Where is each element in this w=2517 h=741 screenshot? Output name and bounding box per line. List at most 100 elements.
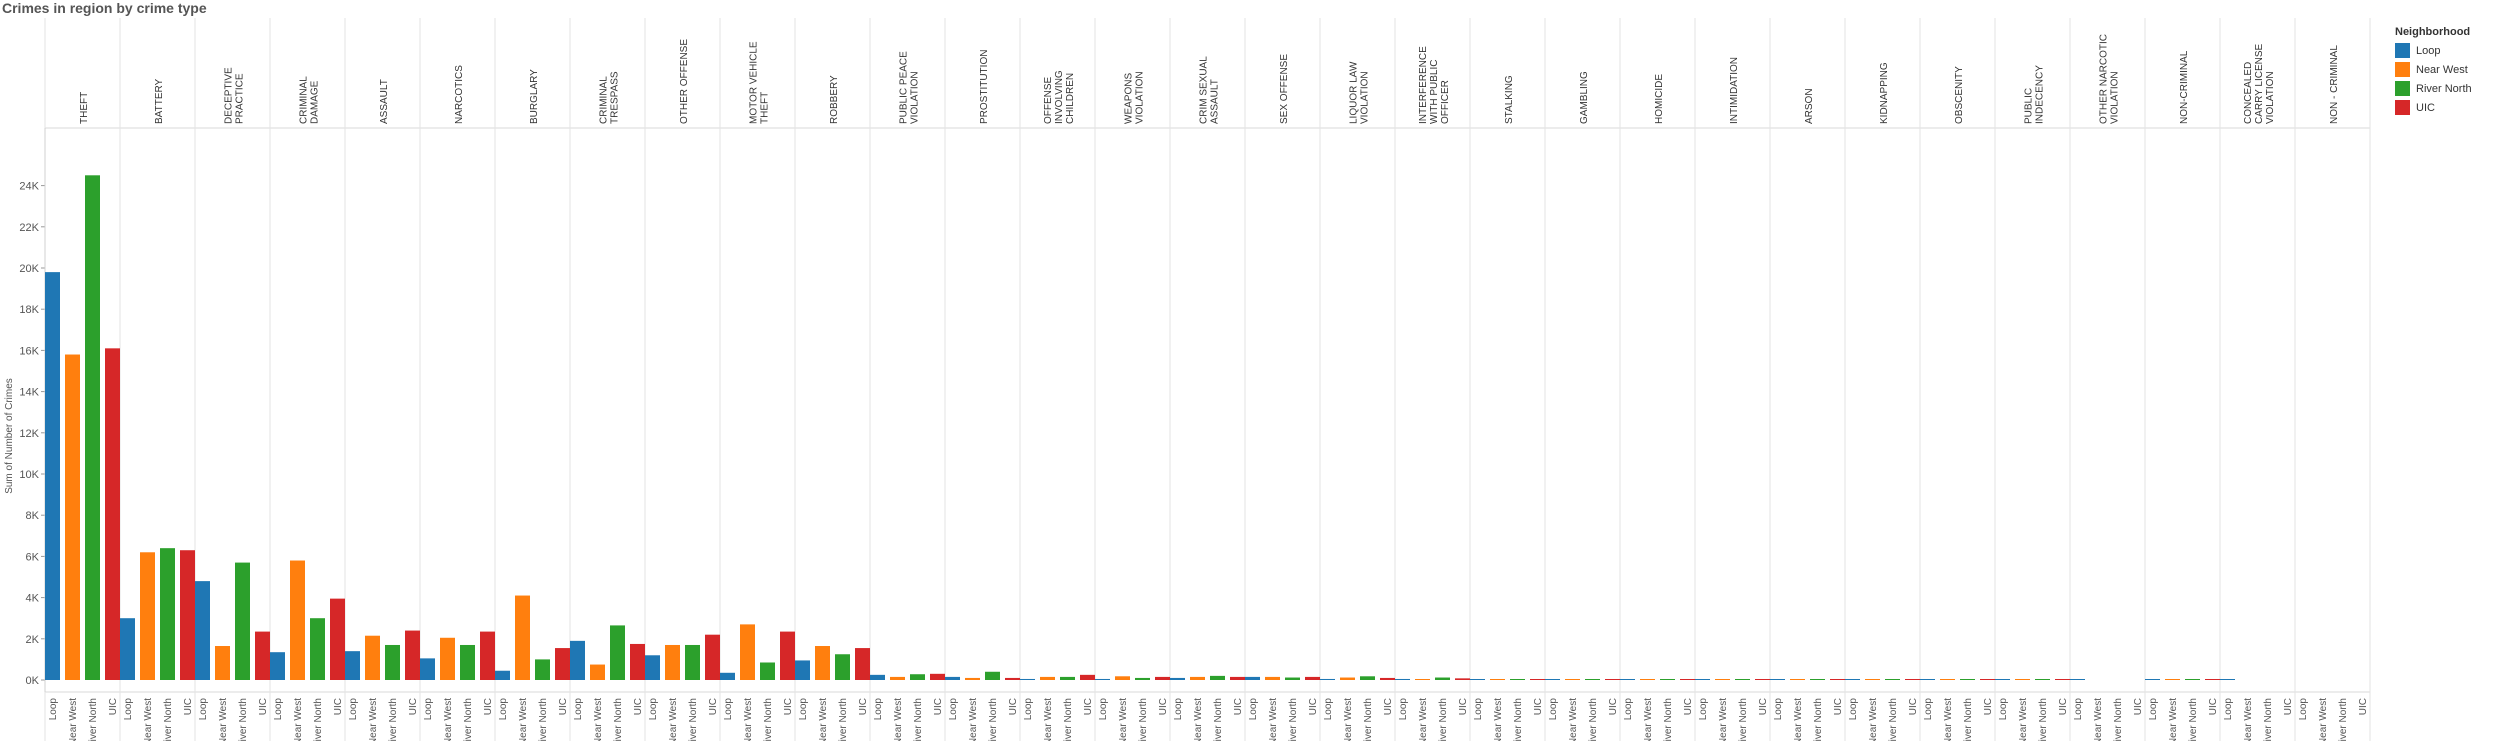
column-header: CONCEALEDCARRY LICENSEVIOLATION — [2243, 43, 2276, 124]
bar — [630, 643, 645, 680]
x-tick-label: Near West — [818, 698, 829, 741]
bar — [1530, 679, 1545, 680]
bar-chart: THEFT BATTERY DECEPTIVEPRACTICE CRIMINALDAM… — [4, 18, 2371, 741]
x-tick-label: River North — [2038, 698, 2049, 741]
bar — [1755, 679, 1770, 680]
column-header: OFFENSEINVOLVINGCHILDREN — [1043, 70, 1076, 124]
bar — [2220, 679, 2235, 680]
bar — [1080, 674, 1095, 680]
bar — [1395, 678, 1410, 680]
bar — [835, 654, 850, 680]
column-header: ASSAULT — [379, 79, 390, 124]
x-tick-label: Loop — [1623, 698, 1634, 721]
bar — [1040, 676, 1055, 680]
bar — [1020, 678, 1035, 680]
x-tick-label: Loop — [1323, 698, 1334, 721]
bar — [1005, 677, 1020, 680]
bar — [440, 637, 455, 680]
bar — [1210, 675, 1225, 680]
column-header: PROSTITUTION — [979, 50, 990, 124]
bar — [1415, 679, 1430, 680]
x-tick-label: UIC — [1758, 698, 1769, 715]
x-tick-label: UIC — [558, 698, 569, 715]
bar — [1190, 676, 1205, 680]
x-tick-label: Near West — [1718, 698, 1729, 741]
x-tick-label: Loop — [1173, 698, 1184, 721]
bar — [1960, 679, 1975, 680]
bar — [180, 550, 195, 680]
y-tick-label: 10K — [19, 469, 39, 481]
bar — [420, 658, 435, 680]
x-tick-label: Near West — [1418, 698, 1429, 741]
x-tick-label: UIC — [1983, 698, 1994, 715]
x-tick-label: River North — [1438, 698, 1449, 741]
bar — [780, 631, 795, 680]
column-header: ROBBERY — [829, 75, 840, 124]
legend-label: Near West — [2416, 63, 2468, 76]
x-axis-labels: Loop Near West River North UIC Loop Near West… — [48, 698, 2369, 741]
x-tick-label: River North — [763, 698, 774, 741]
x-tick-label: River North — [238, 698, 249, 741]
x-tick-label: UIC — [1158, 698, 1169, 715]
bar — [495, 670, 510, 680]
x-tick-label: Loop — [423, 698, 434, 721]
legend-label: River North — [2416, 82, 2472, 95]
x-tick-label: Near West — [1493, 698, 1504, 741]
bar — [570, 640, 585, 680]
x-tick-label: River North — [1363, 698, 1374, 741]
bar — [1510, 679, 1525, 680]
column-header: WEAPONSVIOLATION — [1124, 71, 1146, 124]
x-tick-label: Near West — [1343, 698, 1354, 741]
y-tick-label: 0K — [26, 675, 40, 687]
x-tick-label: UIC — [408, 698, 419, 715]
x-tick-label: Near West — [743, 698, 754, 741]
bar — [795, 660, 810, 680]
bar — [460, 644, 475, 680]
column-headers: THEFT BATTERY DECEPTIVEPRACTICE CRIMINALDAM… — [79, 34, 2340, 124]
x-tick-label: UIC — [2058, 698, 2069, 715]
x-tick-label: River North — [88, 698, 99, 741]
x-tick-label: Near West — [1943, 698, 1954, 741]
bar — [1735, 679, 1750, 680]
column-header: OBSCENITY — [1954, 66, 1965, 124]
x-tick-label: Loop — [1923, 698, 1934, 721]
bar — [1245, 676, 1260, 680]
column-header: BATTERY — [154, 78, 165, 124]
bar — [1115, 676, 1130, 680]
x-tick-label: Near West — [1043, 698, 1054, 741]
bar — [105, 348, 120, 680]
x-tick-label: Near West — [443, 698, 454, 741]
legend-label: UIC — [2416, 101, 2435, 114]
bar — [2205, 679, 2220, 680]
x-tick-label: Loop — [1698, 698, 1709, 721]
x-tick-label: UIC — [858, 698, 869, 715]
x-tick-label: UIC — [2283, 698, 2294, 715]
bar — [515, 595, 530, 680]
x-tick-label: River North — [838, 698, 849, 741]
y-tick-label: 12K — [19, 428, 39, 440]
bar — [2070, 679, 2085, 680]
bar — [1320, 678, 1335, 680]
y-tick-label: 18K — [19, 304, 39, 316]
x-tick-label: Loop — [1473, 698, 1484, 721]
x-tick-label: UIC — [1533, 698, 1544, 715]
column-header: MOTOR VEHICLETHEFT — [749, 41, 771, 124]
legend-swatch — [2395, 81, 2410, 96]
y-axis: 0K 2K 4K 6K 8K 10K 12K 14K 16K 18K 20K 22K 24K Sum of… — [4, 128, 46, 692]
x-tick-label: Near West — [1793, 698, 1804, 741]
x-tick-label: Near West — [1568, 698, 1579, 741]
x-tick-label: UIC — [483, 698, 494, 715]
x-tick-label: River North — [1213, 698, 1224, 741]
bar — [1695, 679, 1710, 680]
column-header: NARCOTICS — [454, 65, 465, 124]
x-tick-label: UIC — [1008, 698, 1019, 715]
y-tick-label: 14K — [19, 387, 39, 399]
x-tick-label: UIC — [108, 698, 119, 715]
bar — [2165, 679, 2180, 680]
bar — [1790, 679, 1805, 680]
y-tick-label: 2K — [26, 634, 40, 646]
bar — [645, 655, 660, 680]
x-tick-label: Loop — [2073, 698, 2084, 721]
legend-item: River North — [2395, 79, 2472, 98]
x-tick-label: Near West — [68, 698, 79, 741]
